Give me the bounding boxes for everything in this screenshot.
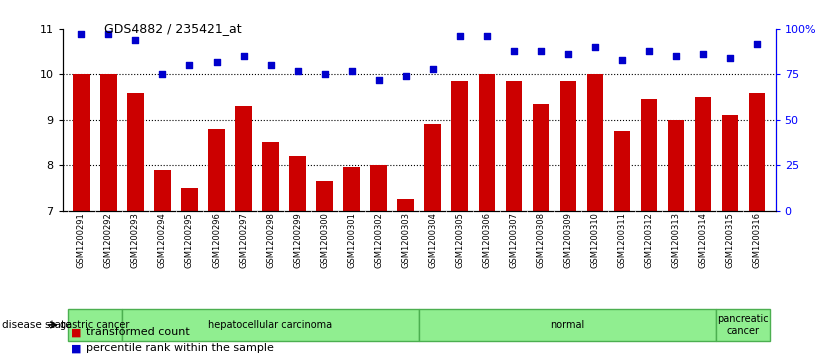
Point: [453, 33, 466, 39]
Text: normal: normal: [550, 320, 585, 330]
Text: pancreatic
cancer: pancreatic cancer: [717, 314, 769, 336]
Point: [588, 44, 601, 50]
Point: [696, 52, 710, 57]
Bar: [182, 188, 198, 211]
Point: [750, 41, 763, 46]
Point: [561, 52, 575, 57]
Bar: [100, 74, 117, 211]
Bar: [560, 81, 575, 211]
Bar: [479, 74, 495, 211]
Text: hepatocellular carcinoma: hepatocellular carcinoma: [208, 320, 333, 330]
Point: [642, 48, 656, 54]
Bar: [641, 99, 657, 211]
Bar: [289, 156, 305, 211]
Text: GDS4882 / 235421_at: GDS4882 / 235421_at: [104, 22, 242, 35]
Point: [102, 32, 115, 37]
Point: [210, 59, 224, 65]
Bar: [68, 309, 122, 340]
Bar: [235, 106, 252, 211]
Bar: [505, 81, 522, 211]
Point: [291, 68, 304, 74]
Point: [399, 73, 412, 79]
Point: [723, 55, 736, 61]
Bar: [451, 81, 468, 211]
Point: [75, 32, 88, 37]
Bar: [128, 93, 143, 211]
Point: [669, 53, 682, 59]
Text: disease state: disease state: [2, 320, 71, 330]
Bar: [73, 74, 89, 211]
Point: [237, 53, 250, 59]
Bar: [344, 167, 359, 211]
Bar: [586, 74, 603, 211]
Bar: [208, 129, 224, 211]
Bar: [667, 120, 684, 211]
Bar: [721, 115, 738, 211]
Bar: [316, 181, 333, 211]
Point: [534, 48, 547, 54]
Bar: [154, 170, 171, 211]
Point: [183, 62, 196, 68]
Point: [615, 57, 628, 63]
Bar: [370, 165, 387, 211]
Bar: [716, 309, 771, 340]
Bar: [695, 97, 711, 211]
Point: [128, 37, 142, 43]
Text: ■: ■: [71, 343, 82, 354]
Point: [264, 62, 277, 68]
Bar: [420, 309, 716, 340]
Bar: [398, 199, 414, 211]
Text: percentile rank within the sample: percentile rank within the sample: [86, 343, 274, 354]
Bar: [749, 93, 765, 211]
Point: [507, 48, 520, 54]
Point: [345, 68, 359, 74]
Point: [426, 66, 440, 72]
Text: gastric cancer: gastric cancer: [60, 320, 129, 330]
Point: [156, 72, 169, 77]
Bar: [425, 124, 440, 211]
Bar: [614, 131, 630, 211]
Text: transformed count: transformed count: [86, 327, 189, 337]
Bar: [122, 309, 420, 340]
Bar: [533, 104, 549, 211]
Point: [318, 72, 331, 77]
Bar: [263, 143, 279, 211]
Point: [480, 33, 493, 39]
Point: [372, 77, 385, 83]
Text: ■: ■: [71, 327, 82, 337]
